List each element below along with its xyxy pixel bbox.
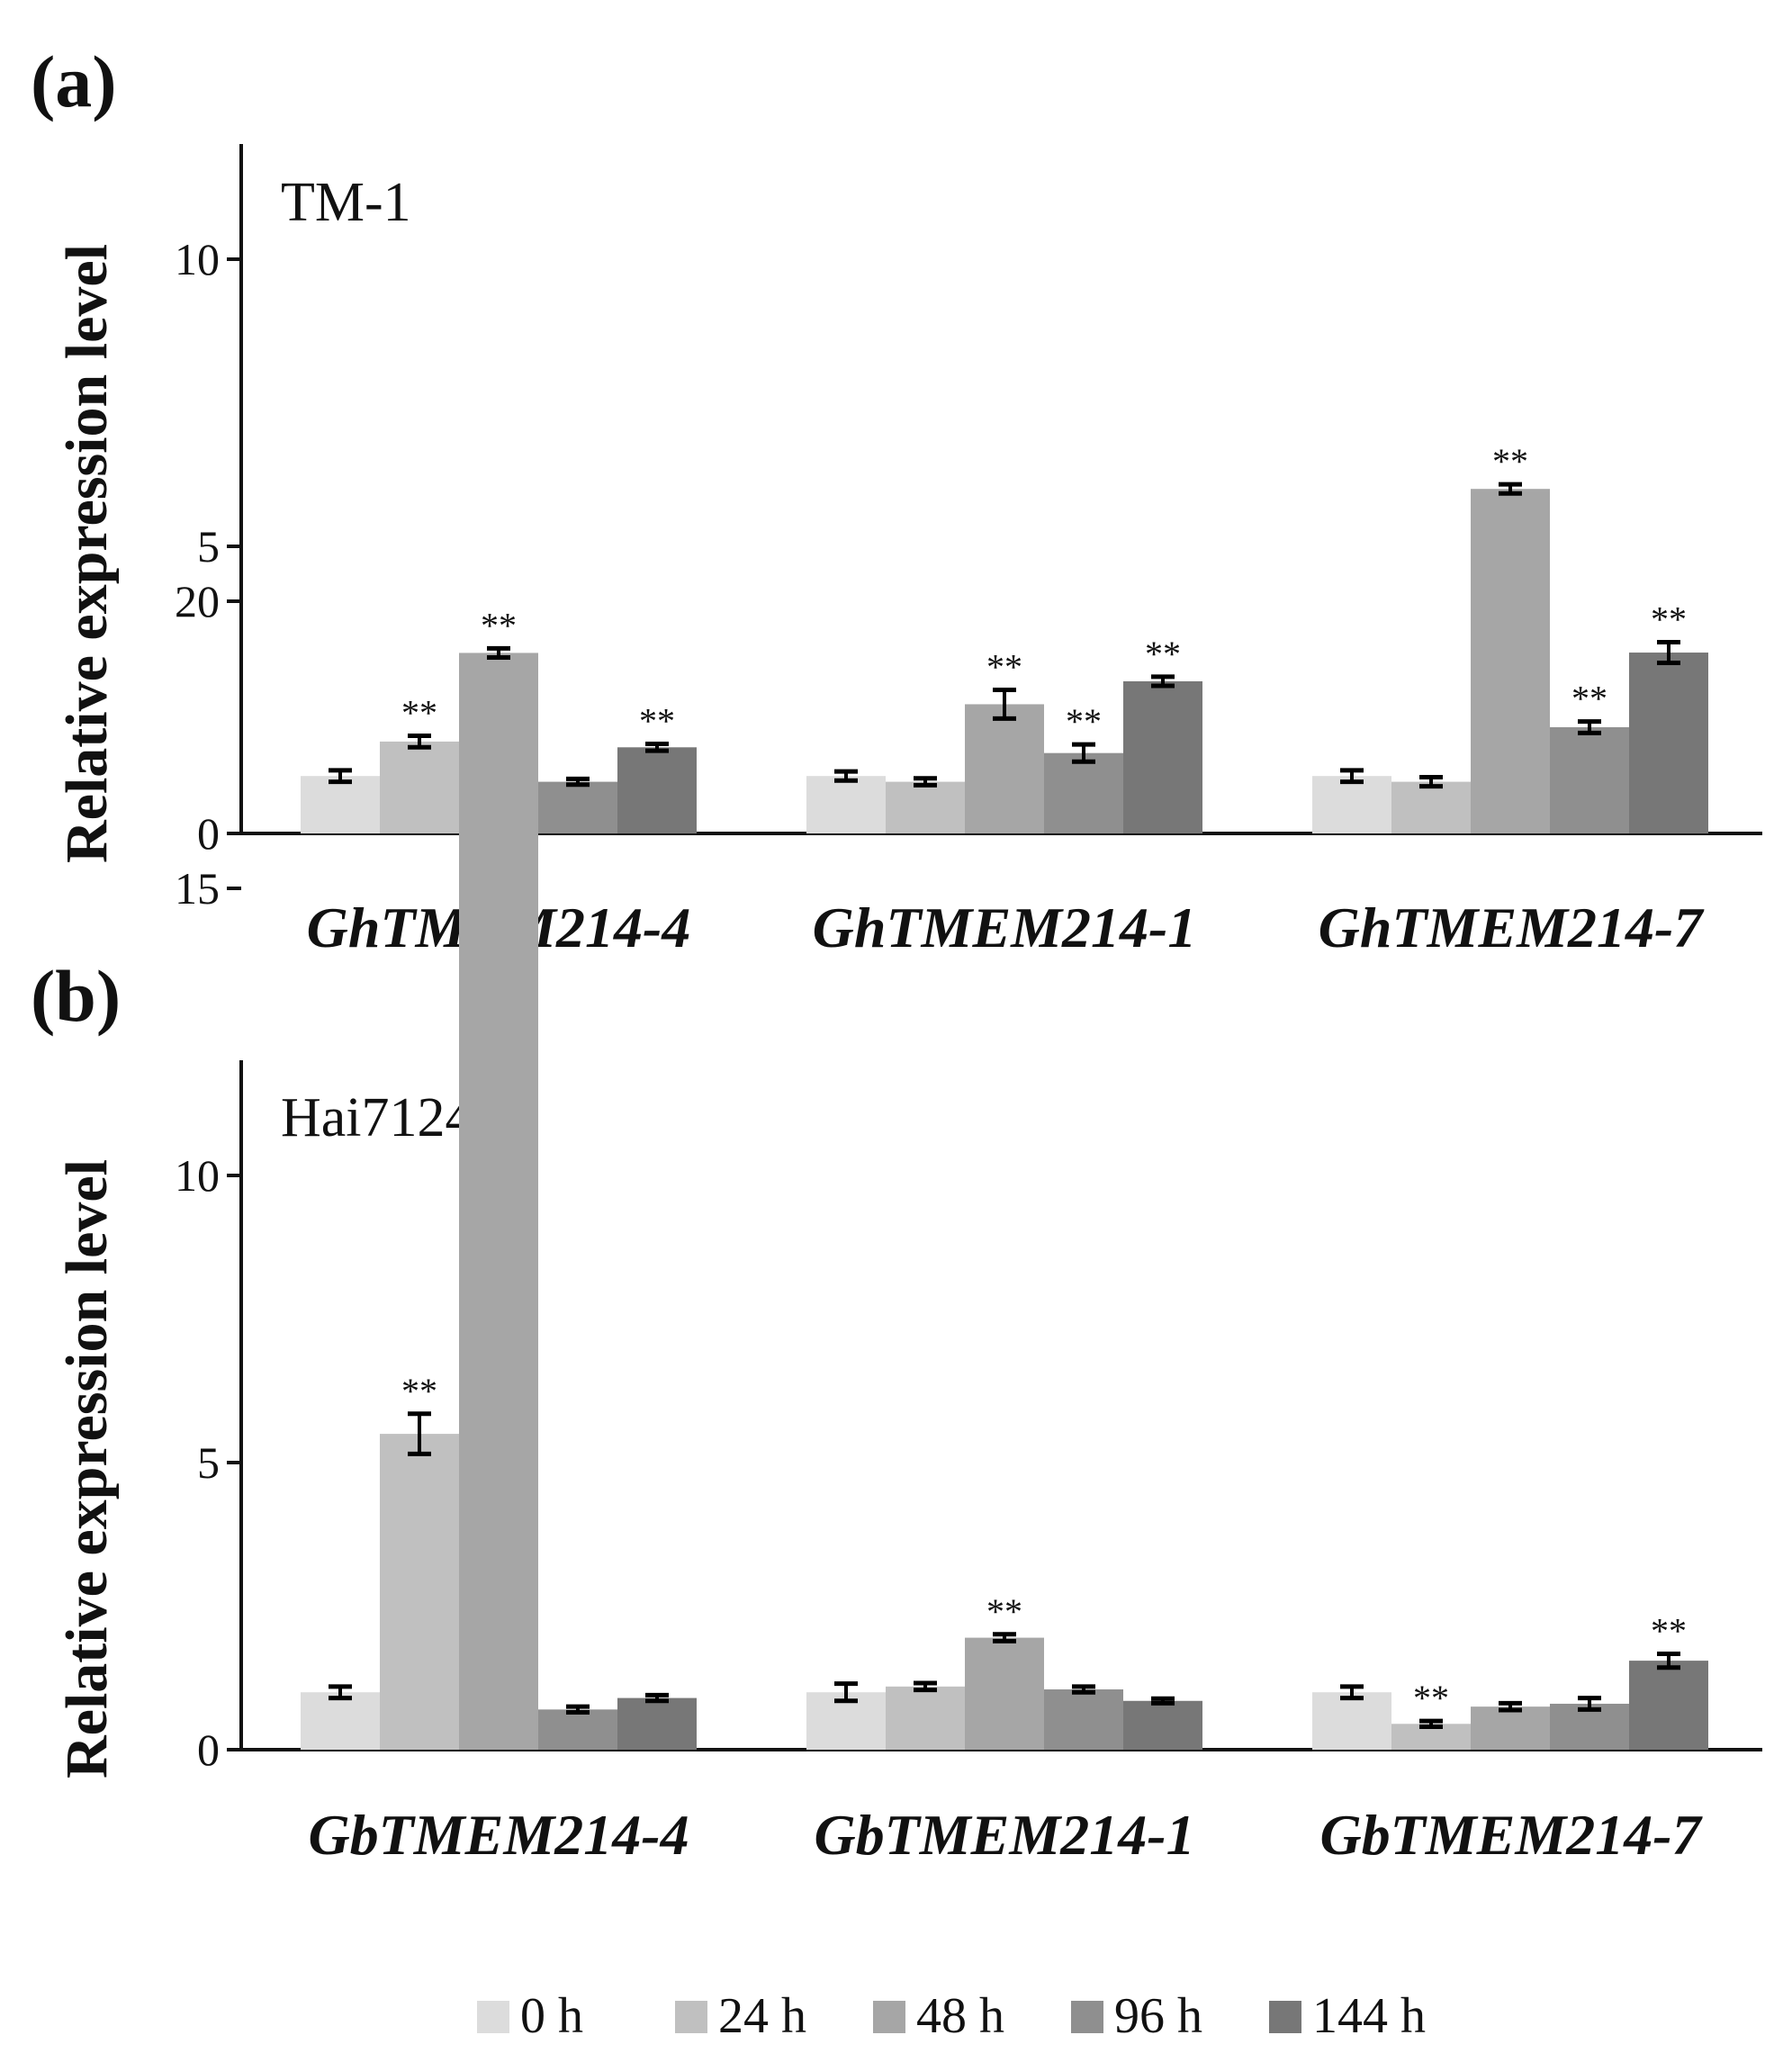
y-tick-label: 10: [175, 234, 220, 284]
panel-b-label: (b): [31, 955, 121, 1037]
panel-b-inset-label: Hai7124: [281, 1087, 473, 1148]
bar-GhTMEM214-7-144h: [1629, 653, 1708, 833]
bar-GbTMEM214-4-48h: [459, 653, 538, 1751]
bar-GhTMEM214-1-24h: [886, 781, 965, 833]
legend-label-0h: 0 h: [520, 1988, 583, 2044]
bar-GhTMEM214-1-48h: [965, 704, 1044, 833]
bar-GbTMEM214-4-144h: [617, 1697, 697, 1750]
legend-swatch-0h: [477, 2001, 509, 2033]
significance-marker: **: [986, 1591, 1022, 1632]
legend-swatch-24h: [675, 2001, 707, 2033]
bar-GhTMEM214-1-96h: [1044, 752, 1123, 833]
significance-marker: **: [1492, 441, 1528, 482]
y-tick-label: 5: [197, 1437, 220, 1488]
y-tick-label: 15: [175, 863, 220, 914]
panel-b-plot: 0 5 10 15 20 ** ** ** ** ** GbTMEM214-4 GbTMEM214-1…: [175, 576, 1762, 1867]
panel-a-plot: 05101520****************GhTMEM214-4GhTME…: [175, 144, 1762, 959]
panel-b-y-axis-label: Relative expression level: [54, 1159, 120, 1778]
y-tick-label: 10: [175, 1150, 220, 1201]
category-label: GbTMEM214-7: [1319, 1803, 1703, 1867]
bar-GbTMEM214-4-96h: [538, 1709, 617, 1750]
bar-GbTMEM214-1-144h: [1123, 1700, 1202, 1750]
significance-marker: **: [639, 700, 675, 741]
bar-GhTMEM214-4-0h: [301, 776, 380, 833]
bar-GbTMEM214-1-96h: [1044, 1689, 1123, 1750]
category-label: GbTMEM214-1: [814, 1803, 1194, 1867]
bar-GhTMEM214-7-48h: [1471, 489, 1550, 833]
significance-marker: **: [1413, 1678, 1449, 1718]
bar-GhTMEM214-1-144h: [1123, 680, 1202, 833]
legend-swatch-48h: [873, 2001, 905, 2033]
bar-GhTMEM214-4-144h: [617, 747, 697, 833]
panel-a-inset-label: TM-1: [281, 172, 411, 233]
bar-GbTMEM214-1-24h: [886, 1686, 965, 1750]
legend: 0 h 24 h 48 h 96 h 144 h: [477, 1988, 1426, 2044]
bar-GbTMEM214-4-0h: [301, 1692, 380, 1750]
significance-marker: **: [481, 605, 517, 645]
y-tick-label: 0: [197, 1724, 220, 1775]
legend-label-48h: 48 h: [916, 1988, 1004, 2044]
category-label: GbTMEM214-4: [308, 1803, 689, 1867]
bar-GbTMEM214-7-144h: [1629, 1661, 1708, 1750]
significance-marker: **: [1651, 1610, 1687, 1651]
bar-GbTMEM214-1-48h: [965, 1637, 1044, 1750]
bar-GbTMEM214-4-24h: [380, 1434, 459, 1750]
y-tick-label: 20: [175, 576, 220, 626]
y-tick-label: 5: [197, 521, 220, 572]
bar-GhTMEM214-4-24h: [380, 741, 459, 833]
legend-swatch-144h: [1269, 2001, 1301, 2033]
significance-marker: **: [1651, 599, 1687, 640]
y-tick-label: 0: [197, 808, 220, 859]
legend-label-96h: 96 h: [1114, 1988, 1202, 2044]
bar-GbTMEM214-7-48h: [1471, 1706, 1550, 1750]
bar-GhTMEM214-7-24h: [1391, 781, 1471, 833]
significance-marker: **: [1145, 634, 1181, 674]
significance-marker: **: [1571, 679, 1607, 719]
panel-a-y-axis-label: Relative expression level: [54, 244, 120, 863]
bar-GhTMEM214-4-96h: [538, 781, 617, 833]
panel-a-label: (a): [31, 41, 117, 122]
significance-marker: **: [401, 693, 437, 734]
legend-label-24h: 24 h: [718, 1988, 806, 2044]
plots-group: 05101520****************GhTMEM214-4GhTME…: [175, 144, 1762, 1867]
bar-GhTMEM214-1-0h: [806, 776, 886, 833]
category-label: GhTMEM214-1: [813, 896, 1197, 959]
legend-label-144h: 144 h: [1312, 1988, 1426, 2044]
significance-marker: **: [1066, 701, 1102, 742]
bar-GbTMEM214-7-0h: [1312, 1692, 1391, 1750]
category-label: GhTMEM214-7: [1319, 896, 1706, 959]
bar-GhTMEM214-7-0h: [1312, 776, 1391, 833]
legend-swatch-96h: [1071, 2001, 1103, 2033]
significance-marker: **: [986, 647, 1022, 688]
significance-marker: **: [401, 1371, 437, 1411]
bar-GhTMEM214-7-96h: [1550, 726, 1629, 833]
